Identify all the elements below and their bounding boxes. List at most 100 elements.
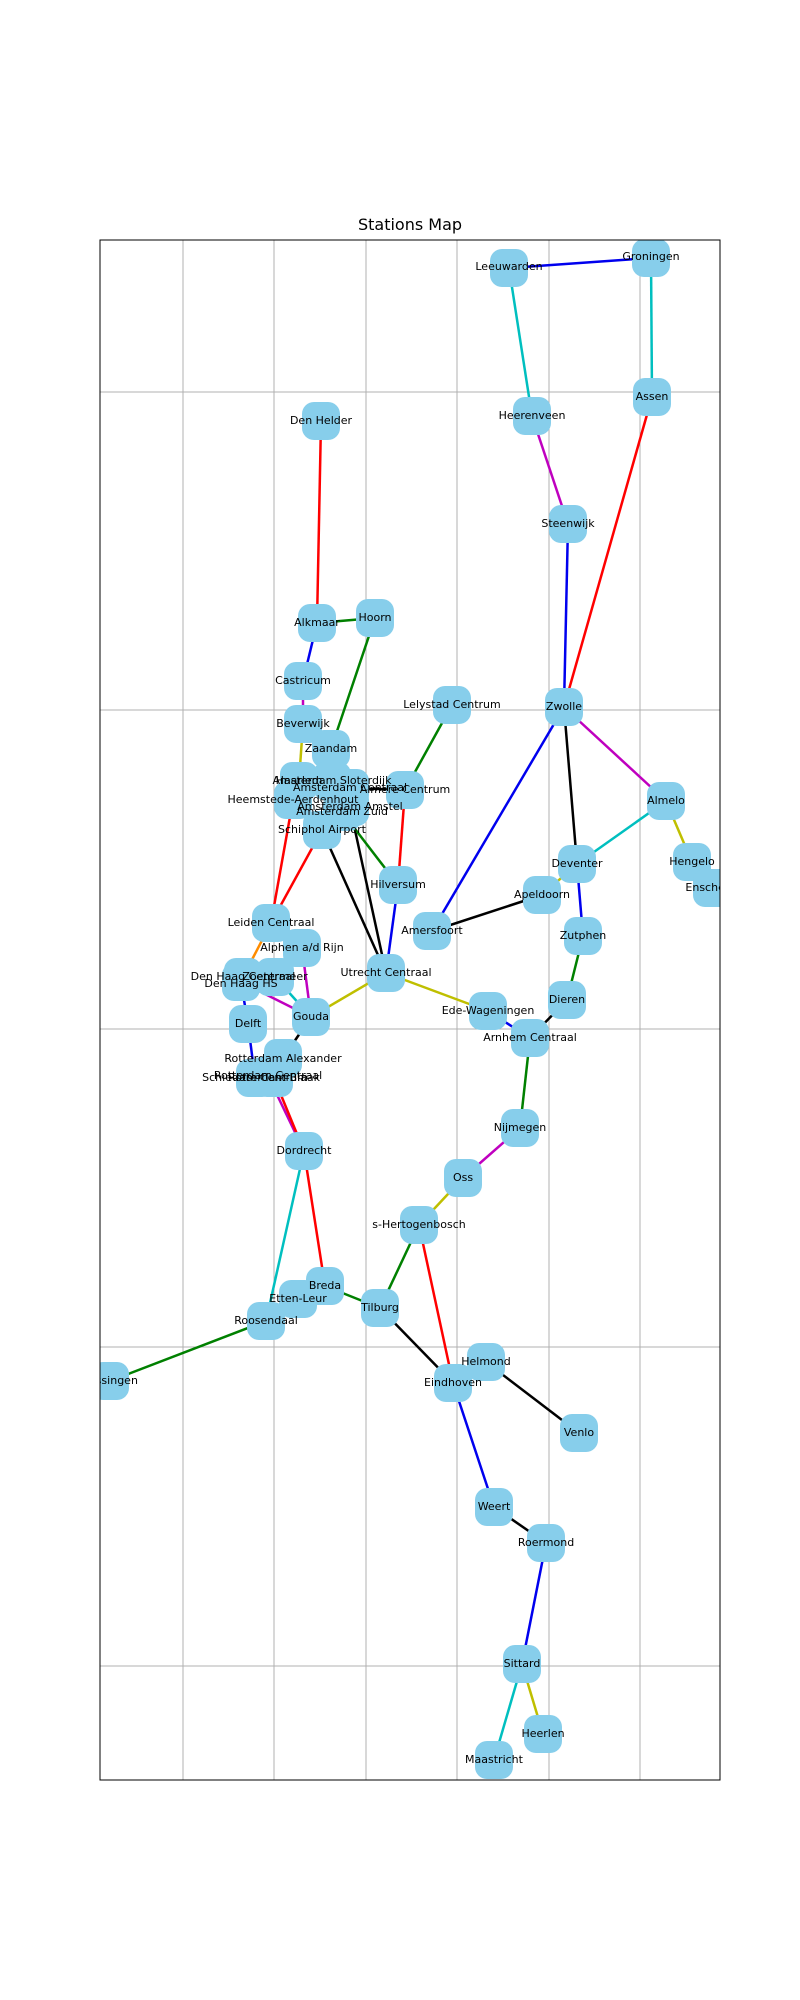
connection-zwolle-almelo	[563, 706, 667, 802]
station-node-maastricht[interactable]	[475, 1741, 513, 1779]
station-node-groningen[interactable]	[632, 239, 670, 277]
station-node-zaandam[interactable]	[312, 730, 350, 768]
station-node-alkmaar[interactable]	[298, 604, 336, 642]
station-label-weert: Weert	[478, 1500, 511, 1513]
station-labels: Groningen Leeuwarden Assen Heerenveen Den He…	[100, 250, 738, 1766]
station-label-apeldoorn: Apeldoorn	[514, 888, 570, 901]
station-node-assen[interactable]	[633, 378, 671, 416]
station-node-weert[interactable]	[475, 1488, 513, 1526]
station-label-alkmaar: Alkmaar	[294, 616, 340, 629]
station-node-alphen-a-d-rijn[interactable]	[283, 929, 321, 967]
station-label-s-hertogenbosch: s-Hertogenbosch	[372, 1218, 466, 1231]
connection-dordrecht-breda	[302, 1150, 327, 1287]
station-node-arnhem-centraal[interactable]	[511, 1019, 549, 1057]
station-label-hengelo: Hengelo	[669, 855, 715, 868]
station-label-eindhoven: Eindhoven	[424, 1376, 482, 1389]
station-node-apeldoorn[interactable]	[523, 876, 561, 914]
connection-hoorn-zaandam	[329, 617, 377, 750]
station-label-gouda: Gouda	[293, 1010, 329, 1023]
station-node-ede-wageningen[interactable]	[469, 992, 507, 1030]
station-node-leiden-centraal[interactable]	[252, 904, 290, 942]
station-label-hoorn: Hoorn	[358, 611, 391, 624]
station-node-dordrecht[interactable]	[285, 1132, 323, 1170]
station-label-enschede: Enschede	[685, 881, 738, 894]
station-label-tilburg: Tilburg	[360, 1301, 399, 1314]
station-label-deventer: Deventer	[551, 857, 603, 870]
station-label-groningen: Groningen	[622, 250, 679, 263]
station-node-helmond[interactable]	[467, 1343, 505, 1381]
station-node-almelo[interactable]	[647, 782, 685, 820]
station-node-leeuwarden[interactable]	[490, 249, 528, 287]
station-node-castricum[interactable]	[284, 662, 322, 700]
station-node-almere-centrum[interactable]	[386, 771, 424, 809]
station-label-almere-centrum: Almere Centrum	[360, 783, 451, 796]
station-node-oss[interactable]	[444, 1159, 482, 1197]
station-node-eindhoven[interactable]	[434, 1364, 472, 1402]
station-node-steenwijk[interactable]	[549, 505, 587, 543]
station-label-beverwijk: Beverwijk	[276, 717, 330, 730]
station-node-dieren[interactable]	[548, 981, 586, 1019]
station-node-roosendaal[interactable]	[247, 1302, 285, 1340]
station-label-castricum: Castricum	[275, 674, 331, 687]
station-node-zutphen[interactable]	[564, 917, 602, 955]
station-node-roermond[interactable]	[527, 1524, 565, 1562]
station-node-heerlen[interactable]	[524, 1715, 562, 1753]
connection-roermond-sittard	[520, 1542, 548, 1665]
station-node-etten-leur[interactable]	[279, 1280, 317, 1318]
station-node-nijmegen[interactable]	[501, 1109, 539, 1147]
station-markers	[91, 239, 731, 1779]
station-label-dieren: Dieren	[549, 993, 585, 1006]
station-node-beverwijk[interactable]	[284, 705, 322, 743]
connection-zwolle-amersfoort	[430, 706, 566, 932]
station-node-enschede[interactable]	[693, 869, 731, 907]
station-node-zwolle[interactable]	[545, 688, 583, 726]
station-node-deventer[interactable]	[558, 845, 596, 883]
station-label-nijmegen: Nijmegen	[494, 1121, 547, 1134]
station-label-heemstede-aerdenhout: Heemstede-Aerdenhout	[228, 793, 360, 806]
station-label-arnhem-centraal: Arnhem Centraal	[483, 1031, 577, 1044]
station-label-assen: Assen	[636, 390, 669, 403]
connection-lines	[109, 256, 713, 1761]
station-node-tilburg[interactable]	[361, 1289, 399, 1327]
station-label-amsterdam-centraal: Amsterdam Centraal	[293, 781, 407, 794]
station-label-zaandam: Zaandam	[305, 742, 357, 755]
station-node-rotterdam-blaak[interactable]	[255, 1059, 293, 1097]
station-node-den-helder[interactable]	[302, 402, 340, 440]
station-label-rotterdam-centraal: Rotterdam Centraal	[214, 1069, 322, 1082]
station-node-lelystad-centrum[interactable]	[433, 686, 471, 724]
station-label-zutphen: Zutphen	[560, 929, 607, 942]
station-label-almelo: Almelo	[647, 794, 685, 807]
connection-dordrecht-roosendaal	[264, 1150, 306, 1322]
station-label-roosendaal: Roosendaal	[234, 1314, 298, 1327]
station-label-etten-leur: Etten-Leur	[269, 1292, 327, 1305]
station-label-schiedam-centrum: Schiedam Centrum	[202, 1071, 308, 1084]
station-label-alphen-a-d-rijn: Alphen a/d Rijn	[260, 941, 343, 954]
station-node-s-hertogenbosch[interactable]	[400, 1206, 438, 1244]
station-node-heerenveen[interactable]	[513, 397, 551, 435]
connection-den-helder-alkmaar	[315, 420, 323, 624]
station-node-heemstede-aerdenhout[interactable]	[274, 781, 312, 819]
station-node-zoetermeer[interactable]	[256, 958, 294, 996]
station-label-leiden-centraal: Leiden Centraal	[228, 916, 315, 929]
station-label-sittard: Sittard	[504, 1657, 541, 1670]
station-node-hoorn[interactable]	[356, 599, 394, 637]
station-node-delft[interactable]	[229, 1005, 267, 1043]
station-node-den-haag-hs[interactable]	[222, 963, 260, 1001]
connection-assen-zwolle	[562, 396, 654, 708]
station-label-rotterdam-blaak: Rotterdam Blaak	[228, 1071, 321, 1084]
station-node-amersfoort[interactable]	[413, 912, 451, 950]
station-node-vlissingen[interactable]	[91, 1362, 129, 1400]
station-label-zwolle: Zwolle	[546, 700, 582, 713]
station-node-sittard[interactable]	[503, 1645, 541, 1683]
station-node-hilversum[interactable]	[379, 866, 417, 904]
connection-zwolle-deventer	[562, 706, 579, 865]
station-node-utrecht-centraal[interactable]	[367, 954, 405, 992]
station-label-haarlem: Haarlem	[276, 774, 323, 787]
station-label-ede-wageningen: Ede-Wageningen	[442, 1004, 535, 1017]
station-node-venlo[interactable]	[560, 1414, 598, 1452]
station-node-schiphol-airport[interactable]	[303, 811, 341, 849]
station-label-steenwijk: Steenwijk	[541, 517, 595, 530]
station-node-gouda[interactable]	[292, 998, 330, 1036]
connection-groningen-assen	[649, 257, 654, 398]
station-label-amsterdam-amstel: Amsterdam Amstel	[297, 800, 402, 813]
